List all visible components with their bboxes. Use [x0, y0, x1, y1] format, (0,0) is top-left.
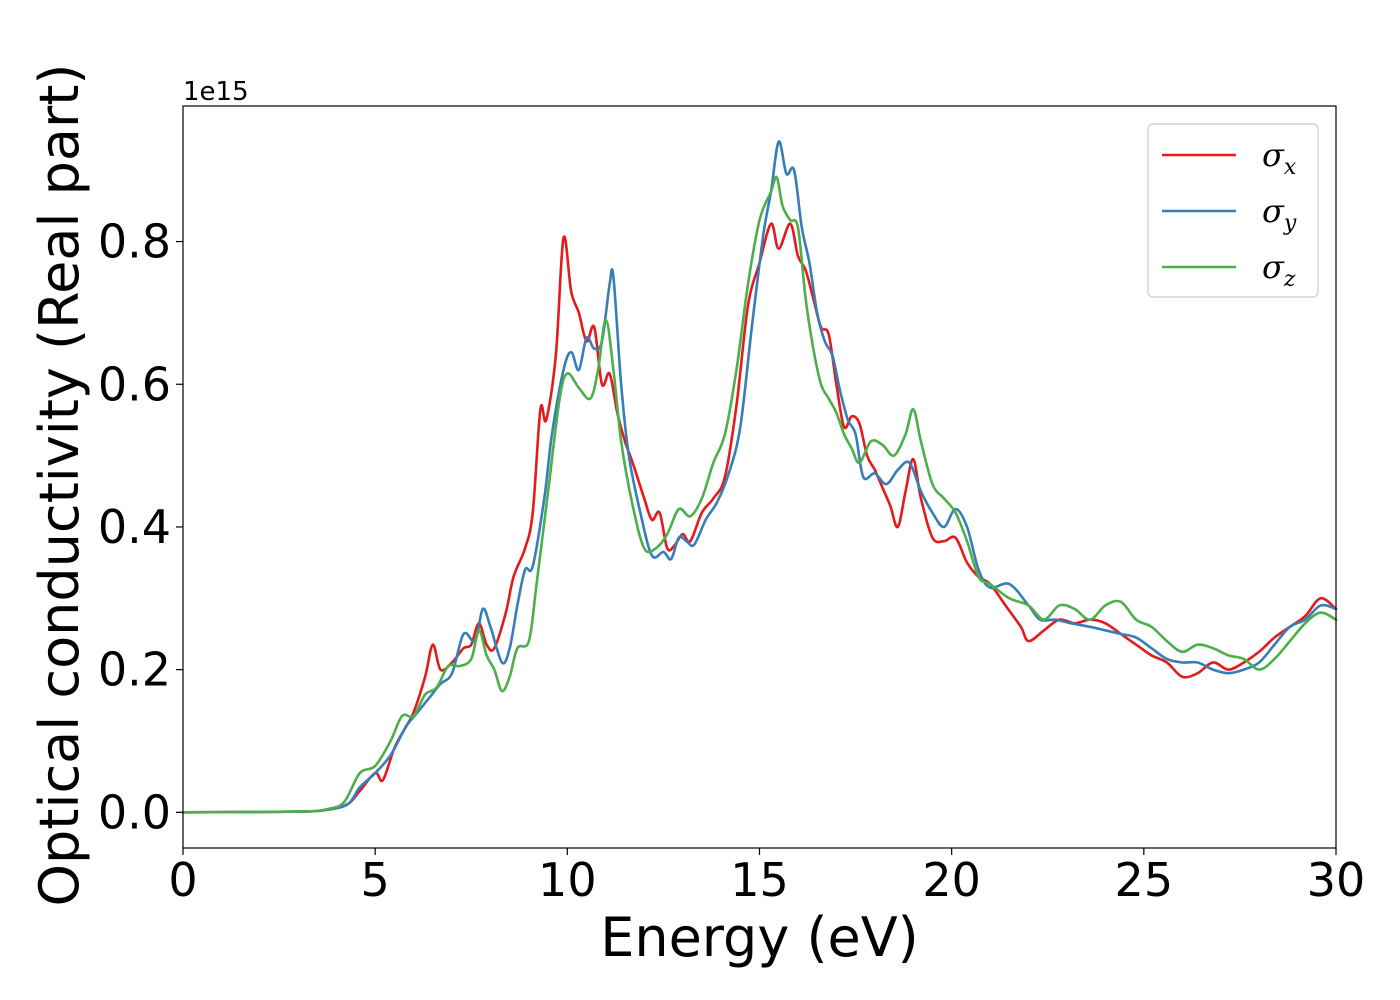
y-tick-label: 0.0: [98, 785, 171, 839]
series-line-x: [181, 222, 1338, 814]
x-tick-label: 15: [730, 853, 789, 907]
x-axis: 0 5 10 15 20 25 30: [168, 848, 1365, 907]
y-tick-label: 0.2: [98, 643, 171, 697]
legend-label-z: σz: [1262, 248, 1296, 292]
x-axis-label: Energy (eV): [600, 906, 919, 969]
x-tick-label: 10: [538, 853, 597, 907]
series-line-y: [181, 140, 1338, 814]
legend-label-y: σy: [1262, 192, 1297, 236]
legend: σx σy σz: [1147, 123, 1319, 298]
x-tick-label: 5: [361, 853, 390, 907]
x-tick-label: 30: [1307, 853, 1366, 907]
y-axis: 0.0 0.2 0.4 0.6 0.8: [98, 215, 183, 839]
y-tick-label: 0.8: [98, 215, 171, 269]
legend-label-x: σx: [1262, 136, 1297, 180]
x-tick-label: 25: [1115, 853, 1174, 907]
series-lines: [181, 140, 1338, 814]
series-line-z: [181, 175, 1338, 814]
y-tick-label: 0.4: [98, 500, 171, 554]
y-axis-label: Optical conductivity (Real part): [28, 64, 91, 907]
x-tick-label: 20: [922, 853, 981, 907]
y-offset-label: 1e15: [183, 77, 249, 107]
x-tick-label: 0: [168, 853, 197, 907]
y-tick-label: 0.6: [98, 357, 171, 411]
